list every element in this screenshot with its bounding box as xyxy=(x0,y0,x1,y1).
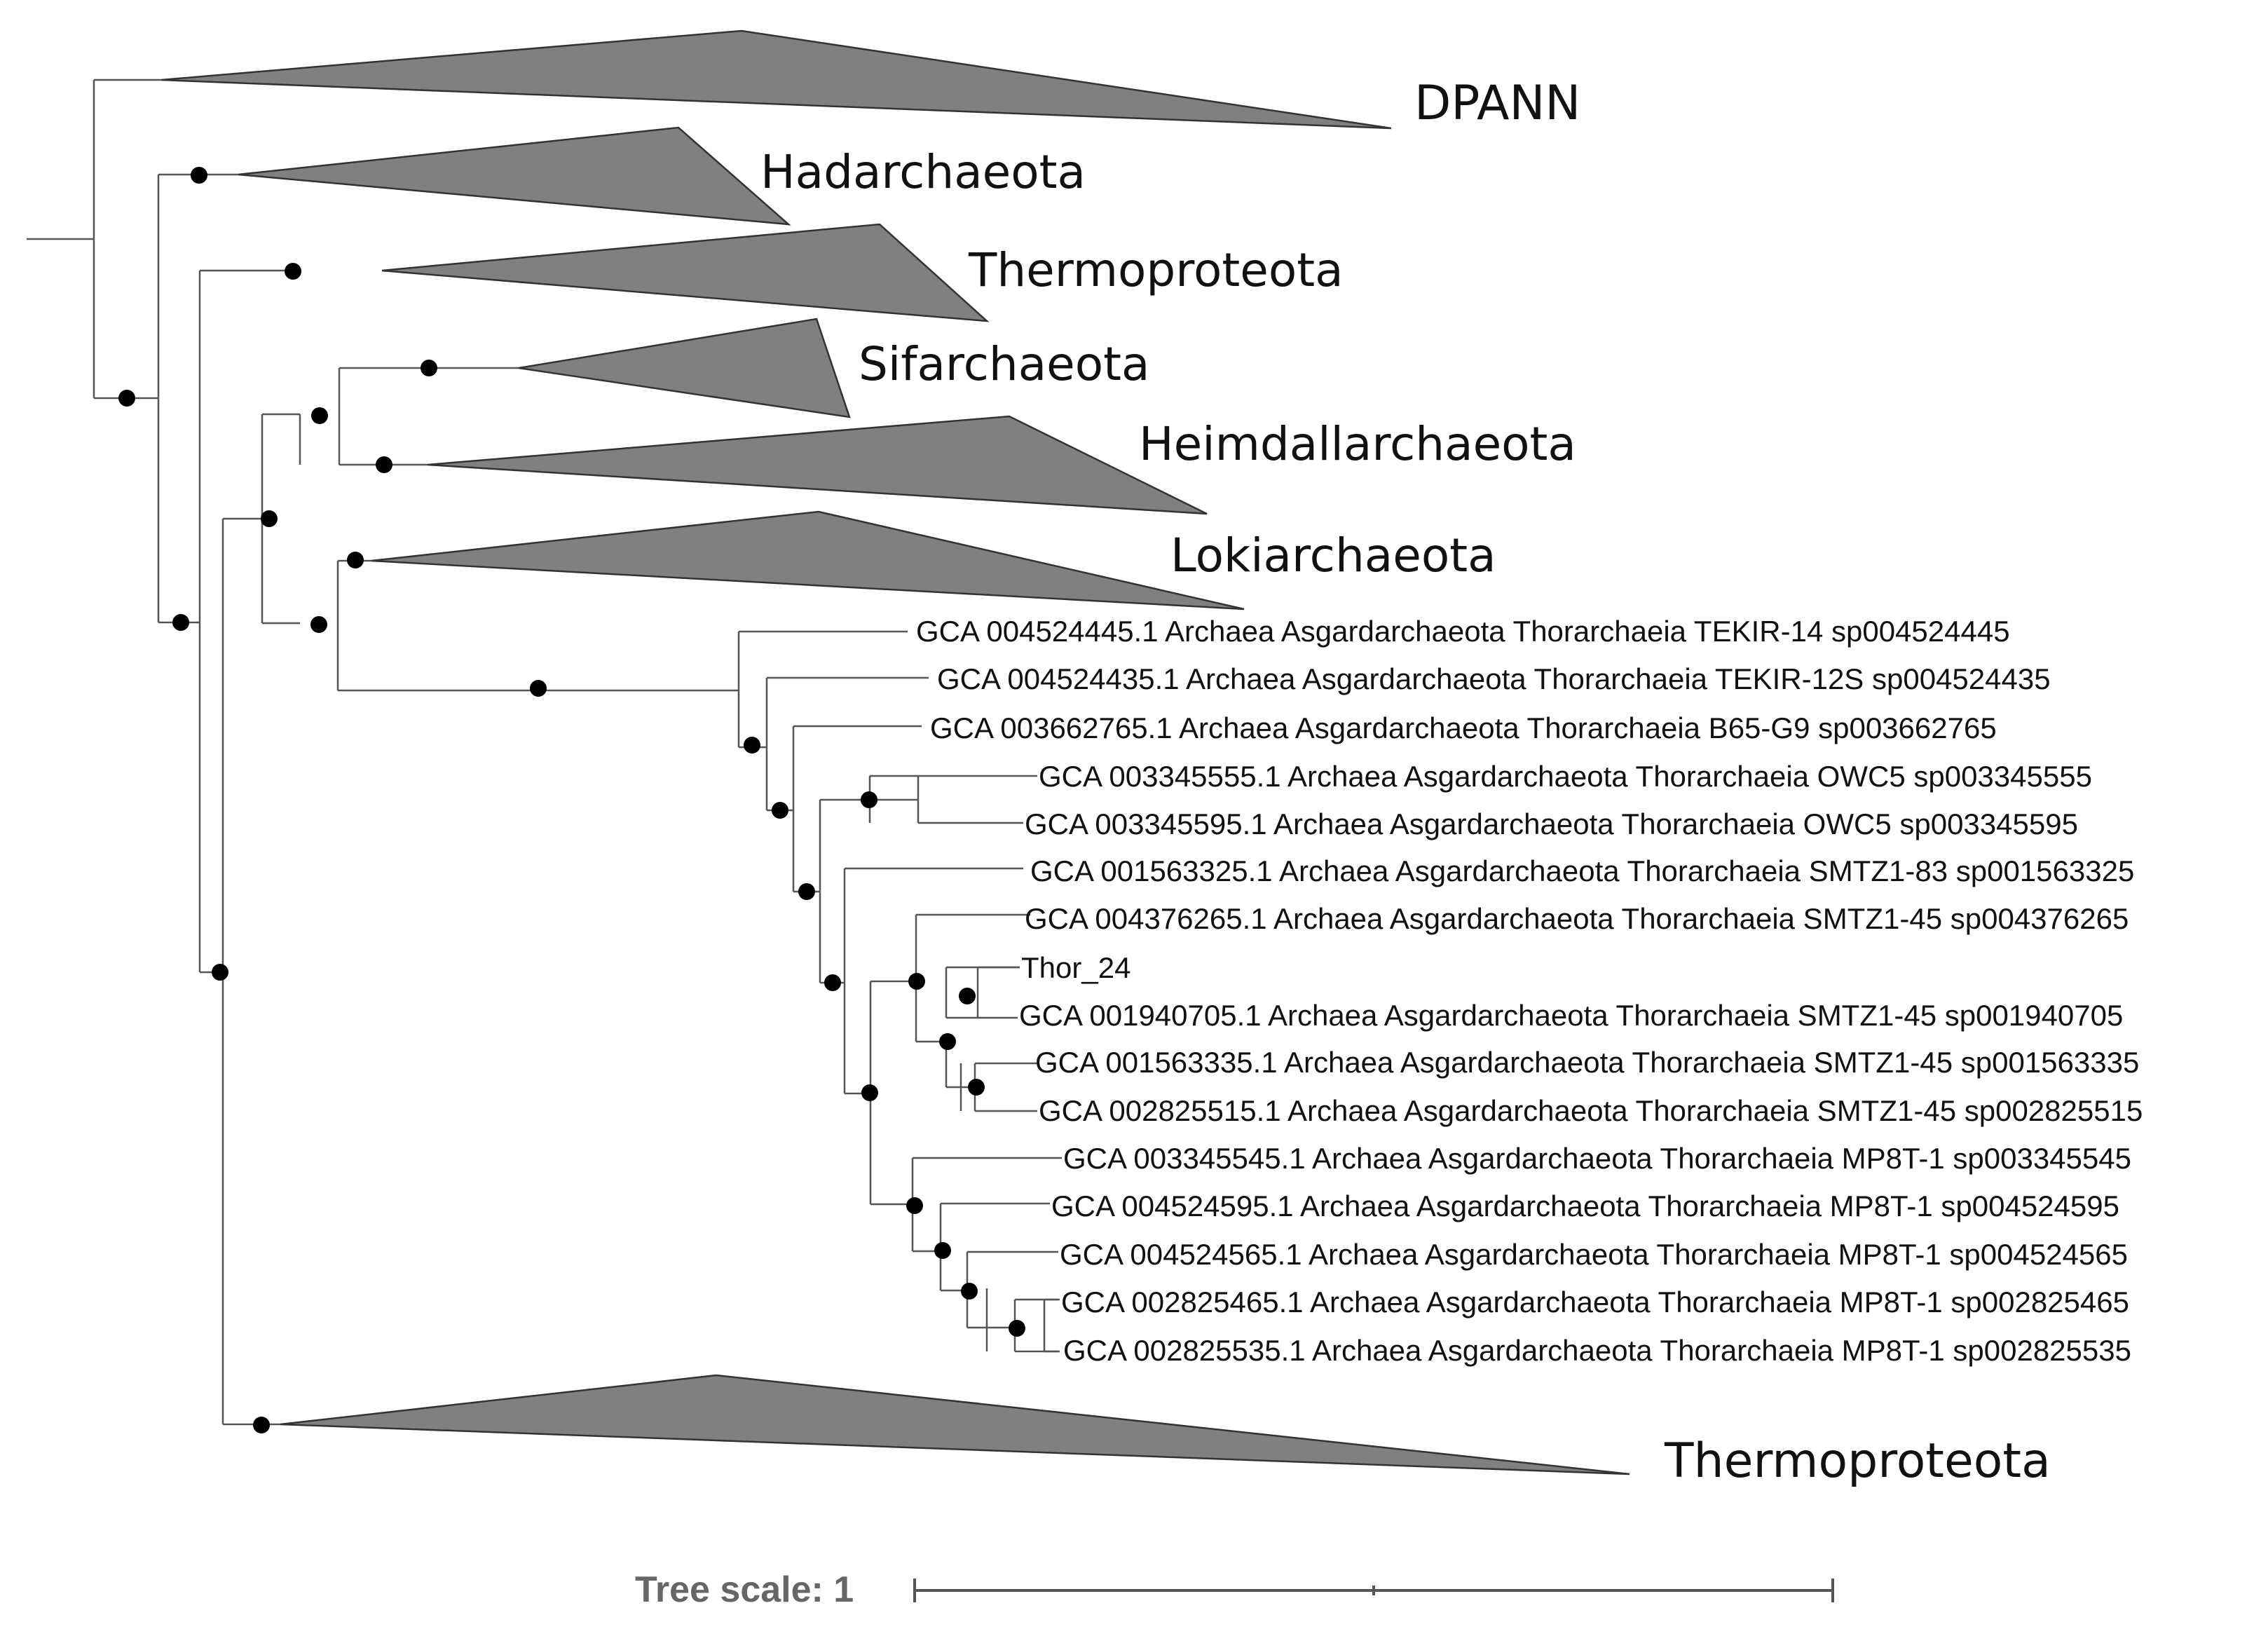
clade-triangle-hadarchaeota xyxy=(238,126,791,226)
node-dot xyxy=(772,802,788,819)
clade-labels: DPANN Hadarchaeota Thermoproteota Sifarc… xyxy=(760,76,2051,1489)
support-nodes xyxy=(118,167,1025,1433)
node-dot xyxy=(959,988,976,1004)
leaf-label: Thor_24 xyxy=(1021,951,1130,984)
node-dot xyxy=(118,390,135,407)
leaf-label: GCA 001940705.1 Archaea Asgardarchaeota … xyxy=(1019,999,2123,1032)
node-dot xyxy=(798,883,815,900)
leaf-label: GCA 002825535.1 Archaea Asgardarchaeota … xyxy=(1063,1334,2131,1367)
node-dot xyxy=(861,1084,878,1101)
clade-label-dpann: DPANN xyxy=(1414,76,1580,131)
leaf-label: GCA 004524445.1 Archaea Asgardarchaeota … xyxy=(916,615,2010,648)
leaf-label: GCA 002825465.1 Archaea Asgardarchaeota … xyxy=(1061,1286,2129,1318)
node-dot xyxy=(824,974,841,991)
clade-triangle-thermoproteota-upper xyxy=(381,223,990,322)
leaf-label: GCA 001563325.1 Archaea Asgardarchaeota … xyxy=(1030,854,2134,887)
node-dot xyxy=(968,1079,985,1096)
leaf-label: GCA 004524595.1 Archaea Asgardarchaeota … xyxy=(1051,1190,2119,1222)
leaf-label: GCA 003662765.1 Archaea Asgardarchaeota … xyxy=(930,711,1997,744)
tree-scale-bar xyxy=(913,1579,1834,1602)
node-dot xyxy=(530,680,547,697)
tree-scale: Tree scale: 1 xyxy=(635,1569,1834,1610)
clade-triangle-sifarchaeota xyxy=(518,318,851,418)
clade-label-hadarchaeota: Hadarchaeota xyxy=(760,145,1086,199)
node-dot xyxy=(253,1417,270,1433)
clade-label-thermoproteota-upper: Thermoproteota xyxy=(968,243,1344,297)
leaf-label: GCA 004524565.1 Archaea Asgardarchaeota … xyxy=(1060,1238,2128,1271)
clade-triangle-dpann xyxy=(160,29,1392,130)
node-dot xyxy=(934,1242,951,1259)
clade-label-sifarchaeota: Sifarchaeota xyxy=(859,337,1149,391)
clade-label-heimdallarchaeota: Heimdallarchaeota xyxy=(1139,417,1576,471)
node-dot xyxy=(376,456,392,473)
node-dot xyxy=(311,407,328,424)
leaf-label: GCA 001563335.1 Archaea Asgardarchaeota … xyxy=(1035,1046,2139,1079)
node-dot xyxy=(744,737,760,754)
leaf-labels: GCA 004524445.1 Archaea Asgardarchaeota … xyxy=(916,615,2143,1367)
leaf-label: GCA 004524435.1 Archaea Asgardarchaeota … xyxy=(937,662,2051,695)
node-dot xyxy=(961,1283,978,1300)
node-dot xyxy=(172,614,189,631)
tree-scale-label: Tree scale: 1 xyxy=(635,1569,854,1610)
node-dot xyxy=(310,616,327,633)
clade-label-thermoproteota-lower: Thermoproteota xyxy=(1664,1433,2051,1489)
node-dot xyxy=(285,263,301,280)
node-dot xyxy=(191,167,207,184)
node-dot xyxy=(861,791,877,808)
node-dot xyxy=(908,973,925,990)
clade-label-lokiarchaeota: Lokiarchaeota xyxy=(1170,529,1496,582)
leaf-label: GCA 003345555.1 Archaea Asgardarchaeota … xyxy=(1039,760,2092,793)
leaf-label: GCA 003345545.1 Archaea Asgardarchaeota … xyxy=(1063,1142,2131,1175)
clade-triangle-heimdallarchaeota xyxy=(427,415,1208,515)
clade-triangle-thermoproteota-lower xyxy=(280,1374,1630,1475)
node-dot xyxy=(939,1033,956,1050)
node-dot xyxy=(906,1197,923,1214)
node-dot xyxy=(261,510,278,527)
node-dot xyxy=(212,964,228,981)
node-dot xyxy=(1009,1320,1025,1337)
clade-triangle-lokiarchaeota xyxy=(371,510,1245,611)
leaf-label: GCA 004376265.1 Archaea Asgardarchaeota … xyxy=(1025,902,2129,935)
node-dot xyxy=(421,360,437,376)
leaf-label: GCA 002825515.1 Archaea Asgardarchaeota … xyxy=(1039,1094,2143,1127)
node-dot xyxy=(347,552,364,568)
leaf-label: GCA 003345595.1 Archaea Asgardarchaeota … xyxy=(1025,807,2078,840)
collapsed-clades xyxy=(160,29,1630,1475)
